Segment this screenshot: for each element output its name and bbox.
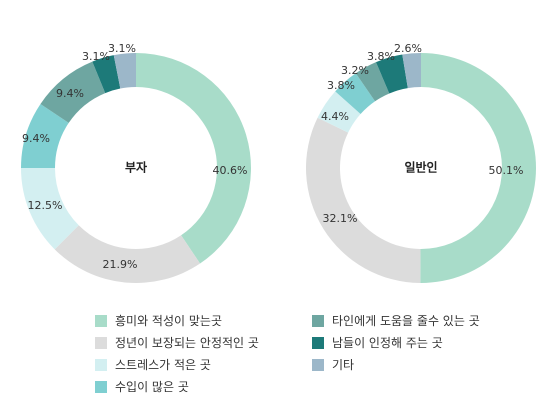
legend-label: 기타 xyxy=(332,358,355,372)
donut-1-value-label-1: 32.1% xyxy=(323,212,358,225)
donut-1-value-label-4: 3.2% xyxy=(341,64,369,77)
donut-1-slice-6 xyxy=(402,53,421,89)
donut-1-value-label-6: 2.6% xyxy=(394,42,422,55)
donut-0-value-label-2: 12.5% xyxy=(28,199,63,212)
donut-0-slice-1 xyxy=(54,225,201,283)
donut-0-value-label-0: 40.6% xyxy=(213,164,248,177)
donut-0-value-label-4: 9.4% xyxy=(56,87,84,100)
legend-swatch xyxy=(95,358,107,371)
legend-item-interest: 흥미와 적성이 맞는곳 xyxy=(95,312,222,329)
donut-1-center-label: 일반인 xyxy=(404,160,437,175)
legend-swatch xyxy=(95,336,107,349)
legend-item-other: 기타 xyxy=(312,356,354,373)
donut-0-slice-2 xyxy=(21,168,79,250)
legend-swatch xyxy=(312,336,324,349)
donut-0-value-label-1: 21.9% xyxy=(103,258,138,271)
donut-0-slice-3 xyxy=(21,103,69,168)
legend-swatch xyxy=(312,358,324,371)
donut-0-value-label-3: 9.4% xyxy=(22,132,50,145)
legend-swatch xyxy=(312,314,324,327)
donut-0-value-label-5: 3.1% xyxy=(82,50,110,63)
legend-label: 남들이 인정해 주는 곳 xyxy=(332,336,443,350)
legend-swatch xyxy=(95,314,107,327)
legend-item-help-others: 타인에게 도움을 줄수 있는 곳 xyxy=(312,312,480,329)
donut-0-slice-6 xyxy=(113,53,136,89)
legend-label: 흥미와 적성이 맞는곳 xyxy=(115,314,222,328)
donut-0-center-label: 부자 xyxy=(125,160,147,175)
donut-1-slice-0 xyxy=(420,53,537,283)
donut-1-value-label-3: 3.8% xyxy=(327,79,355,92)
legend-label: 스트레스가 적은 곳 xyxy=(115,358,211,372)
donut-1-value-label-2: 4.4% xyxy=(321,110,349,123)
legend-item-low-stress: 스트레스가 적은 곳 xyxy=(95,356,211,373)
donut-1-slice-5 xyxy=(375,54,408,94)
donut-0-value-label-6: 3.1% xyxy=(108,42,136,55)
legend-item-recognition: 남들이 인정해 주는 곳 xyxy=(312,334,443,351)
legend-label: 수입이 많은 곳 xyxy=(115,380,189,394)
legend-label: 정년이 보장되는 안정적인 곳 xyxy=(115,336,259,350)
donut-1-slice-3 xyxy=(335,73,376,115)
donut-1-slice-1 xyxy=(306,117,421,283)
legend-label: 타인에게 도움을 줄수 있는 곳 xyxy=(332,314,480,328)
donut-1-slice-2 xyxy=(317,91,361,133)
donut-1-value-label-0: 50.1% xyxy=(489,164,524,177)
legend-swatch xyxy=(95,380,107,393)
donut-0-slice-4 xyxy=(40,61,106,123)
donut-0-slice-5 xyxy=(92,55,121,94)
legend-item-stability: 정년이 보장되는 안정적인 곳 xyxy=(95,334,259,351)
donut-1-value-label-5: 3.8% xyxy=(367,50,395,63)
legend-item-income: 수입이 많은 곳 xyxy=(95,378,189,395)
donut-0-slice-0 xyxy=(136,53,251,264)
donut-1-slice-4 xyxy=(355,62,390,102)
